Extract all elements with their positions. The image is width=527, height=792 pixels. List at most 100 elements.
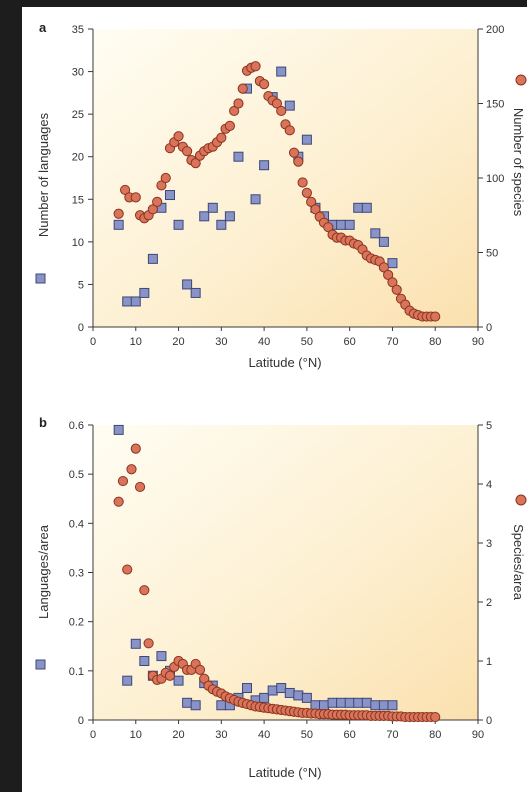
- x-tick-label: 70: [386, 729, 398, 741]
- panel-b-letter: b: [39, 415, 47, 430]
- panel-b-y-axis-title: Languages/area: [36, 524, 51, 619]
- panel-b-right-legend-circle: [515, 494, 527, 506]
- y2-tick-label: 3: [486, 538, 492, 550]
- panel-b-y2-ticks: 0 1 2 3 4 5: [478, 420, 492, 727]
- language-point: [370, 700, 381, 711]
- language-point: [130, 296, 141, 307]
- language-point: [276, 683, 287, 694]
- species-point: [430, 711, 441, 723]
- species-point: [130, 192, 141, 203]
- language-point: [130, 638, 141, 649]
- species-point: [139, 585, 150, 596]
- species-point: [194, 664, 206, 675]
- language-point: [156, 651, 167, 662]
- x-tick-label: 10: [130, 336, 142, 348]
- species-point: [301, 187, 312, 198]
- y-tick-label: 0: [78, 322, 84, 334]
- panel-b-x-ticks: 0 10 20 30 40 50 60 70 80 90: [90, 720, 484, 741]
- x-tick-label: 60: [344, 336, 356, 348]
- y-tick-label: 20: [72, 152, 84, 164]
- y-tick-label: 0.5: [69, 469, 84, 481]
- y-tick-label: 0.1: [69, 666, 84, 678]
- language-point: [173, 219, 184, 230]
- x-tick-label: 50: [301, 729, 313, 741]
- language-point: [165, 190, 175, 201]
- species-point: [126, 464, 137, 475]
- species-point: [276, 105, 287, 117]
- language-point: [147, 253, 158, 264]
- x-tick-label: 30: [215, 729, 227, 741]
- language-point: [344, 697, 355, 708]
- language-point: [199, 211, 210, 222]
- species-point: [113, 208, 124, 219]
- y2-tick-label: 50: [486, 248, 498, 260]
- species-point: [143, 638, 154, 649]
- x-tick-label: 80: [429, 336, 441, 348]
- species-point: [113, 496, 124, 507]
- language-point: [327, 697, 338, 708]
- language-point: [139, 287, 150, 298]
- language-point: [361, 697, 372, 708]
- species-point: [152, 196, 163, 207]
- species-point: [383, 269, 394, 280]
- figure-page: a 0 10 20 30 40 50 60 70 80 90 0 5 10 15 20 25 30 35 0 50…: [22, 7, 527, 792]
- species-point: [216, 132, 227, 143]
- x-tick-label: 10: [130, 729, 142, 741]
- species-point: [233, 98, 244, 109]
- x-tick-label: 20: [172, 336, 184, 348]
- language-point: [259, 692, 270, 703]
- language-point: [387, 258, 398, 269]
- language-point: [310, 700, 321, 711]
- panel-b-left-legend-square: [35, 659, 46, 670]
- y-tick-label: 25: [72, 109, 84, 121]
- y2-tick-label: 0: [486, 322, 492, 334]
- language-point: [378, 700, 389, 711]
- panel-b: b 0 10 20 30 40 50 60 70 80 90 00.10.20.30.40.50.…: [35, 415, 527, 780]
- language-point: [353, 697, 364, 708]
- species-point: [117, 475, 129, 487]
- y-tick-label: 0.3: [69, 568, 84, 580]
- x-tick-label: 50: [301, 336, 313, 348]
- panel-a-y-ticks: 0 5 10 15 20 25 30 35: [72, 24, 93, 334]
- species-point: [229, 105, 240, 117]
- language-point: [250, 194, 261, 205]
- x-tick-label: 90: [472, 336, 484, 348]
- language-point: [216, 700, 227, 711]
- language-point: [336, 219, 347, 230]
- species-point: [164, 670, 176, 681]
- language-point: [387, 700, 398, 711]
- y-tick-label: 0: [78, 715, 84, 727]
- panel-a-left-legend-square: [35, 273, 46, 284]
- panel-a-points: [113, 61, 441, 322]
- language-point: [207, 202, 218, 213]
- language-point: [173, 675, 184, 686]
- y-tick-label: 35: [72, 24, 84, 36]
- language-point: [190, 700, 201, 711]
- panel-a-plot-area: [93, 29, 478, 327]
- y-tick-label: 10: [72, 237, 84, 249]
- language-point: [284, 687, 295, 698]
- species-point: [297, 177, 308, 188]
- species-point: [250, 61, 261, 72]
- species-point: [288, 147, 300, 158]
- species-point: [387, 277, 398, 288]
- species-point: [306, 196, 317, 207]
- panel-a-right-legend-circle: [515, 74, 527, 86]
- species-point: [119, 184, 131, 196]
- x-tick-label: 0: [90, 336, 96, 348]
- species-point: [160, 172, 171, 184]
- language-point: [276, 66, 287, 77]
- x-tick-label: 70: [386, 336, 398, 348]
- y2-tick-label: 4: [486, 479, 492, 491]
- language-point: [378, 236, 389, 247]
- species-point: [190, 158, 201, 169]
- panel-b-points: [113, 424, 441, 723]
- language-point: [353, 202, 364, 213]
- x-tick-label: 90: [472, 729, 484, 741]
- species-point: [310, 204, 321, 215]
- language-point: [361, 202, 372, 213]
- x-tick-label: 80: [429, 729, 441, 741]
- panel-b-y2-axis-title: Species/area: [511, 524, 526, 601]
- y2-tick-label: 100: [486, 173, 504, 185]
